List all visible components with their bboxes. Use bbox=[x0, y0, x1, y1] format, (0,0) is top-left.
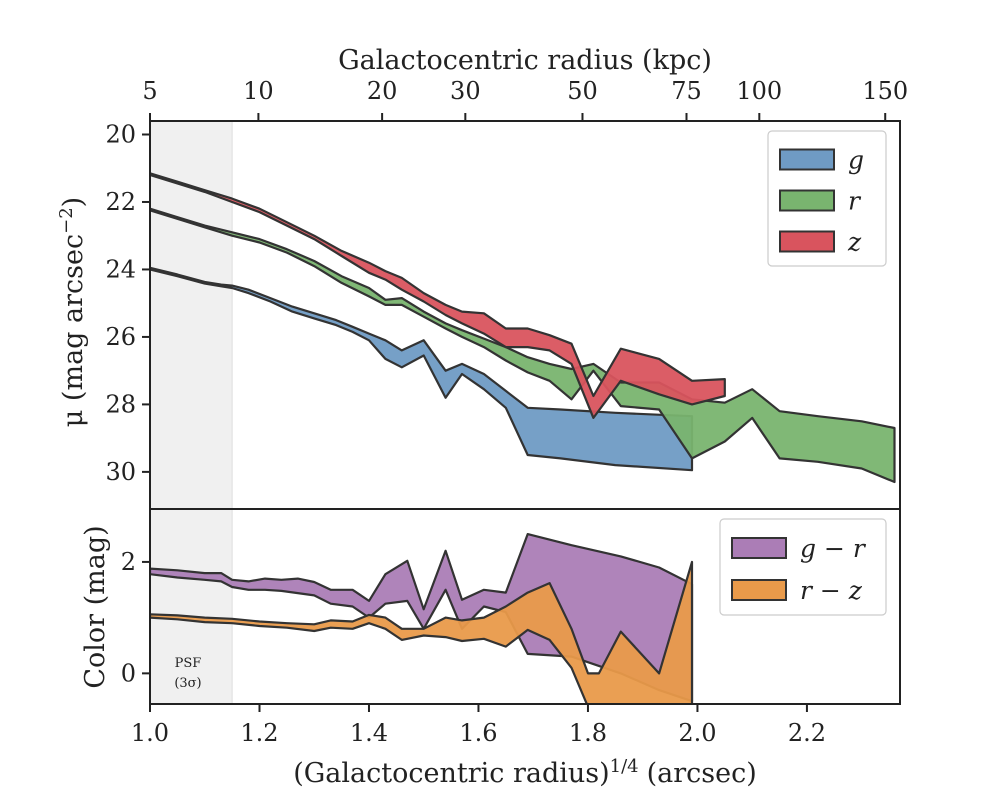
y-tick-label: 22 bbox=[105, 188, 136, 216]
y-axis-label-bottom: Color (mag) bbox=[80, 525, 111, 688]
psf-shaded-region-bottom bbox=[149, 508, 233, 705]
y-tick-label: 26 bbox=[105, 323, 136, 351]
bottom-panel-ticks: 0 2 1.0 1.2 1.4 1.6 1.8 2.0 2.2 bbox=[121, 548, 826, 747]
band-r bbox=[150, 207, 896, 484]
top-x-tick-label: 10 bbox=[243, 77, 274, 105]
legend-swatch bbox=[779, 189, 835, 212]
x-tick-label: 2.0 bbox=[678, 719, 716, 747]
legend-label: g bbox=[848, 146, 864, 175]
top-x-tick-label: 20 bbox=[367, 77, 398, 105]
y-axis-label-main: μ (mag arcsec bbox=[58, 234, 89, 427]
color-panel: 0 2 1.0 1.2 1.4 1.6 1.8 2.0 2.2 g − r r − z PSF (… bbox=[121, 508, 901, 747]
y-tick-label: 24 bbox=[105, 255, 136, 283]
x-tick-label: 1.4 bbox=[350, 719, 388, 747]
color-bands bbox=[150, 533, 694, 704]
x-tick-label: 1.8 bbox=[569, 719, 607, 747]
y-axis-label-top: μ (mag arcsec−2) bbox=[56, 197, 90, 427]
band-g bbox=[150, 266, 694, 472]
band-legend: grz bbox=[767, 130, 887, 267]
top-x-tick-label: 30 bbox=[450, 77, 481, 105]
x-axis-label-main: (Galactocentric radius) bbox=[293, 758, 609, 789]
x-tick-label: 1.0 bbox=[131, 719, 169, 747]
band-r_minus_z bbox=[150, 560, 694, 704]
x-axis-label-exponent: 1/4 bbox=[610, 756, 639, 777]
surface-brightness-panel: 20 22 24 26 28 30 5 10 20 30 50 75 100 150 grz bbox=[105, 77, 908, 510]
x-axis-label-unit: (arcsec) bbox=[647, 758, 757, 789]
x-tick-label: 2.2 bbox=[788, 719, 826, 747]
band-z bbox=[150, 172, 726, 419]
x-axis-label: (Galactocentric radius)1/4 (arcsec) bbox=[293, 756, 757, 790]
bottom-panel-frame bbox=[149, 508, 901, 705]
top-x-tick-label: 5 bbox=[142, 77, 157, 105]
top-x-tick-label: 50 bbox=[567, 77, 598, 105]
top-x-axis-label: Galactocentric radius (kpc) bbox=[338, 45, 712, 76]
top-x-tick-label: 75 bbox=[671, 77, 702, 105]
y-tick-label: 0 bbox=[121, 659, 136, 687]
legend-label: z bbox=[847, 228, 862, 257]
y-tick-label: 2 bbox=[121, 548, 136, 576]
color-legend: g − r r − z bbox=[719, 518, 887, 616]
top-x-tick-label: 150 bbox=[862, 77, 908, 105]
y-tick-label: 30 bbox=[105, 458, 136, 486]
legend-swatch bbox=[731, 537, 787, 559]
top-x-tick-label: 100 bbox=[736, 77, 782, 105]
legend-label: r bbox=[848, 187, 862, 216]
y-axis-label-exponent: −2 bbox=[56, 207, 77, 234]
legend-swatch bbox=[779, 230, 835, 253]
legend-label: g − r bbox=[800, 534, 867, 563]
legend-label: r − z bbox=[800, 576, 863, 605]
x-tick-label: 1.6 bbox=[459, 719, 497, 747]
y-tick-label: 20 bbox=[105, 120, 136, 148]
x-tick-label: 1.2 bbox=[240, 719, 278, 747]
surface-brightness-bands bbox=[150, 172, 896, 484]
psf-label: PSF bbox=[175, 656, 202, 671]
legend-swatch bbox=[731, 579, 787, 601]
legend-swatch bbox=[779, 148, 835, 171]
top-panel-ticks: 20 22 24 26 28 30 5 10 20 30 50 75 100 150 bbox=[105, 77, 908, 486]
y-axis-label-close: ) bbox=[58, 197, 89, 208]
y-tick-label: 28 bbox=[105, 390, 136, 418]
psf-sigma-label: (3σ) bbox=[174, 676, 201, 691]
